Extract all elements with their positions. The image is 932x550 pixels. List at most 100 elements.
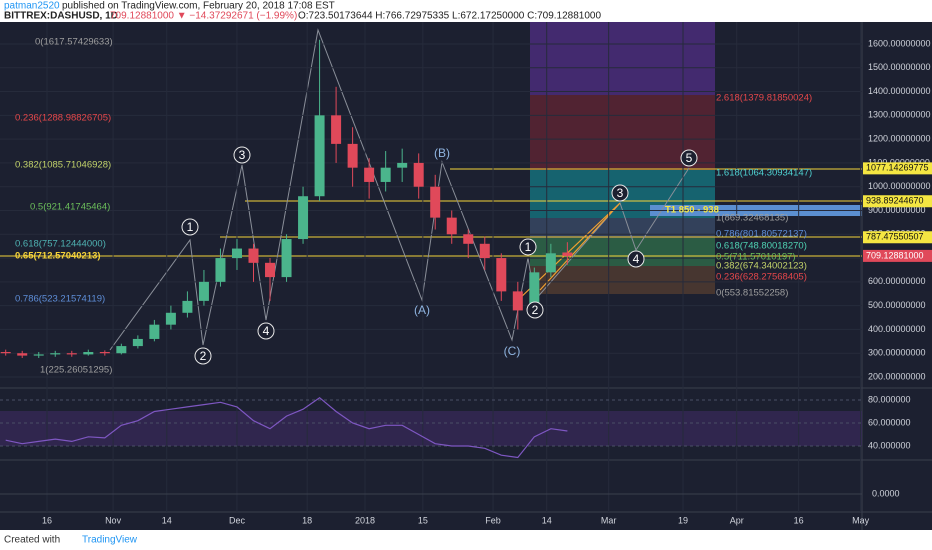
fib-label: 0.5(711.57010197): [716, 252, 796, 263]
y-tick-label: 0.0000: [872, 488, 900, 498]
candle-body: [198, 281, 209, 301]
author[interactable]: patman2520: [4, 1, 60, 12]
candle-body: [364, 167, 375, 182]
rsi-line: [5, 396, 568, 459]
candle-body: [182, 300, 193, 313]
wave-circle: [233, 146, 251, 164]
fib-label: 0.65(712.57040213): [15, 251, 101, 262]
wave-circle: [519, 238, 537, 256]
change: 709.12881000 ▼ −14.37292671 (−1.99%): [110, 11, 297, 22]
candle-body: [430, 186, 441, 218]
wave-label: 1: [525, 240, 532, 254]
wave-circle: [181, 218, 199, 236]
candle-body: [248, 248, 259, 263]
candle-body: [314, 115, 325, 197]
y-tick-label: 200.00000000: [868, 371, 926, 381]
candle-body: [397, 162, 408, 168]
x-tick-label: 14: [542, 515, 552, 525]
candle-body: [0, 352, 11, 354]
x-tick-label: 19: [678, 515, 688, 525]
y-tick-label: 400.00000000: [868, 324, 926, 334]
candle-body: [446, 217, 457, 235]
y-tick-label: 900.00000000: [868, 205, 926, 215]
x-tick-label: 16: [794, 515, 804, 525]
fib-label: T1 850 - 938: [665, 205, 719, 216]
wave-label: 5: [686, 151, 693, 165]
candle-body: [380, 167, 391, 182]
price-label-box: [863, 249, 932, 262]
symbol: BITTREX:DASHUSD, 1D: [4, 11, 118, 22]
fib-label: 0(1617.57429633): [35, 37, 113, 48]
x-tick-label: Apr: [730, 515, 744, 525]
x-tick-label: May: [852, 515, 870, 525]
candle-body: [149, 324, 160, 339]
candle-body: [165, 312, 176, 325]
wave-circle: [257, 322, 275, 340]
candle-body: [529, 272, 540, 311]
wave-circle: [194, 347, 212, 365]
fib-label: 0.236(1288.98826705): [15, 113, 111, 124]
y-tick-label: 300.00000000: [868, 348, 926, 358]
zone: [530, 218, 715, 238]
wave-label: 3: [617, 186, 624, 200]
candle-body: [331, 115, 342, 144]
candle-body: [265, 262, 276, 278]
wave-label: 4: [633, 252, 640, 266]
price-label: 1077.14269775: [866, 163, 929, 173]
price-label-box: [863, 162, 932, 175]
x-tick-label: Mar: [601, 515, 617, 525]
x-tick-label: Dec: [229, 515, 246, 525]
candle-body: [413, 162, 424, 187]
y-tick-label: 60.000000: [868, 417, 911, 427]
candle-body: [298, 196, 309, 240]
y-tick-label: 1200.00000000: [868, 134, 931, 144]
zone: [530, 238, 715, 266]
y-tick-label: 1000.00000000: [868, 181, 931, 191]
candle-body: [479, 243, 490, 259]
candle-body: [17, 353, 28, 356]
y-tick-label: 500.00000000: [868, 300, 926, 310]
candle-body: [215, 258, 226, 282]
y-tick-label: 80.000000: [868, 394, 911, 404]
x-tick-label: 14: [162, 515, 172, 525]
fib-label: 0.786(523.21574119): [15, 294, 105, 305]
price-label: 787.47550507: [866, 232, 924, 242]
x-tick-label: Nov: [105, 515, 122, 525]
wave-label: (A): [414, 303, 430, 317]
candle-body: [231, 248, 242, 259]
candle-body: [463, 234, 474, 244]
candle-body: [66, 353, 77, 355]
y-tick-label: 1400.00000000: [868, 86, 931, 96]
candle-body: [33, 354, 44, 356]
fib-label: 0.382(1085.71046928): [15, 160, 111, 171]
wave-circle: [611, 184, 629, 202]
fib-label: 0.618(757.12444000): [15, 239, 106, 250]
wave-label: 2: [532, 303, 539, 317]
brand[interactable]: TradingView: [82, 535, 138, 546]
fib-label: 0.618(748.80018270): [716, 241, 807, 252]
ohlc: O:723.50173644 H:766.72975335 L:672.1725…: [298, 11, 601, 22]
x-tick-label: Feb: [485, 515, 501, 525]
fib-label: 0.786(801.80572137): [716, 229, 807, 240]
zone: [530, 22, 715, 95]
wave-label: 2: [200, 349, 207, 363]
x-tick-label: 15: [418, 515, 428, 525]
candle-body: [116, 346, 127, 354]
candle-body: [545, 253, 556, 273]
candle-body: [99, 352, 110, 354]
wave-label: (B): [434, 146, 450, 160]
x-tick-label: 18: [302, 515, 312, 525]
fib-label: 0(553.81552258): [716, 288, 788, 299]
fib-label: 2.618(1379.81850024): [716, 93, 812, 104]
wave-label: 4: [263, 324, 270, 338]
x-tick-label: 2018: [355, 515, 375, 525]
y-tick-label: 1600.00000000: [868, 38, 931, 48]
wave-label: 3: [239, 148, 246, 162]
wave-circle: [627, 250, 645, 268]
fib-label: 1(225.26051295): [40, 365, 112, 376]
fib-label: 0.236(628.27568405): [716, 272, 807, 283]
price-label-box: [863, 195, 932, 208]
candle-body: [83, 352, 94, 355]
published: published on TradingView.com, February 2…: [62, 1, 335, 12]
